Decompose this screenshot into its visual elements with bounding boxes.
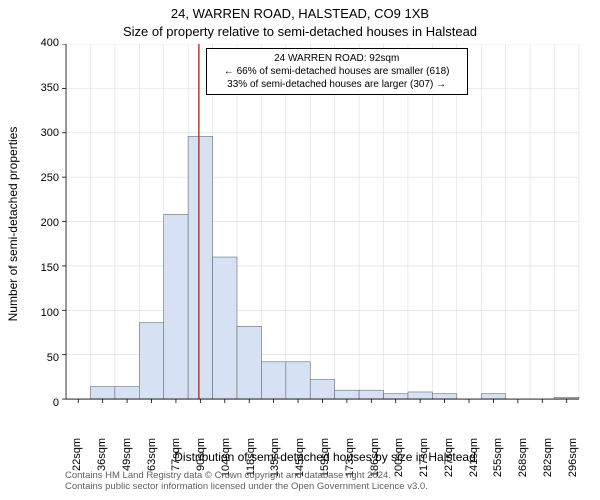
- annotation-line3: 33% of semi-detached houses are larger (…: [213, 78, 461, 91]
- chart-area: 24 WARREN ROAD: 92sqm ← 66% of semi-deta…: [65, 44, 585, 404]
- y-tick-label: 100: [29, 307, 59, 319]
- histogram-chart: [60, 44, 580, 404]
- footer-line2: Contains public sector information licen…: [65, 481, 585, 492]
- y-tick-label: 200: [29, 217, 59, 229]
- y-tick-label: 150: [29, 262, 59, 274]
- y-tick-label: 0: [29, 397, 59, 409]
- attribution-footer: Contains HM Land Registry data © Crown c…: [65, 470, 585, 493]
- y-tick-label: 250: [29, 172, 59, 184]
- annotation-line2: ← 66% of semi-detached houses are smalle…: [213, 65, 461, 78]
- title-address: 24, WARREN ROAD, HALSTEAD, CO9 1XB: [0, 6, 600, 21]
- title-subtitle: Size of property relative to semi-detach…: [0, 24, 600, 39]
- y-axis-label: Number of semi-detached properties: [6, 44, 26, 404]
- y-tick-label: 350: [29, 82, 59, 94]
- x-axis-label: Distribution of semi-detached houses by …: [65, 450, 585, 464]
- y-tick-label: 300: [29, 127, 59, 139]
- annotation-box: 24 WARREN ROAD: 92sqm ← 66% of semi-deta…: [206, 48, 468, 95]
- annotation-line1: 24 WARREN ROAD: 92sqm: [213, 52, 461, 65]
- y-tick-label: 400: [29, 37, 59, 49]
- footer-line1: Contains HM Land Registry data © Crown c…: [65, 470, 585, 481]
- y-tick-label: 50: [29, 352, 59, 364]
